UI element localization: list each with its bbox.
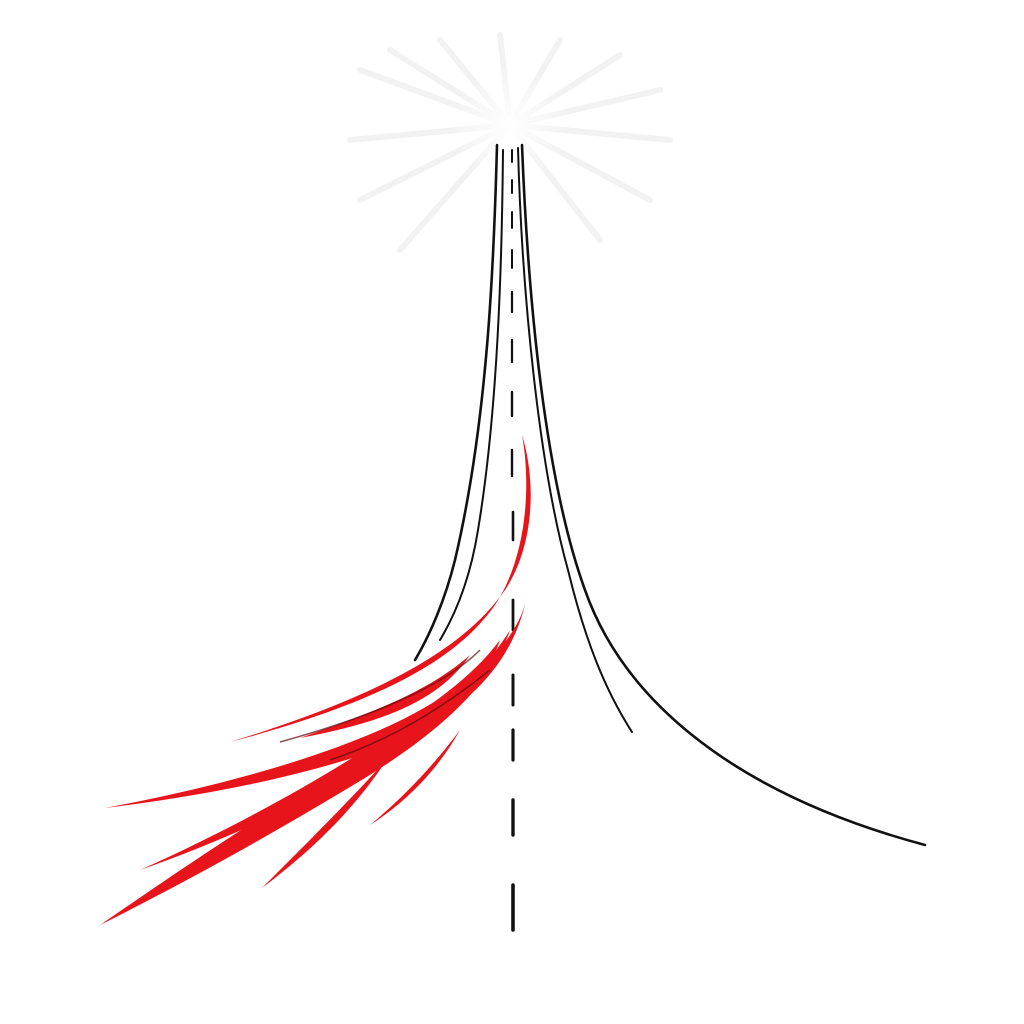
left-outer-edge bbox=[413, 143, 499, 662]
right-inner-edge bbox=[517, 147, 633, 733]
road-edges bbox=[413, 143, 927, 847]
left-inner-edge bbox=[439, 149, 504, 641]
glow bbox=[450, 65, 570, 185]
red-swoosh bbox=[100, 435, 531, 925]
right-outer-edge bbox=[520, 143, 927, 847]
swoosh-shadow bbox=[279, 649, 491, 761]
center-dashes bbox=[510, 149, 515, 932]
